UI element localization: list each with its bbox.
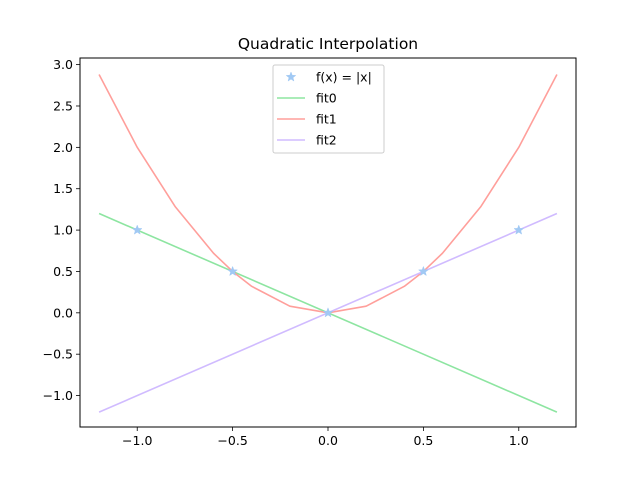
data-point-star [513,224,525,235]
legend-marker-star [285,71,297,82]
legend: f(x) = |x| fit0 fit1 fit2 [272,64,385,154]
y-tick-label: 1.0 [53,223,73,238]
axes: −1.0 −0.5 0.0 0.5 1.0 −1.0 −0.5 0.0 0.5 1.0 1.5 2.0… [43,57,577,448]
x-tick-label: −1.0 [122,433,152,448]
data-point-star [131,224,143,235]
y-tick-label: −0.5 [43,347,73,362]
y-tick-label: 1.5 [53,181,73,196]
y-tick-label: 2.0 [53,140,73,155]
legend-label: f(x) = |x| [316,70,372,85]
legend-label: fit0 [316,91,337,106]
x-tick-label: 0.0 [318,433,338,448]
data-point-star [417,265,429,277]
chart-title: Quadratic Interpolation [238,35,418,53]
y-tick-label: −1.0 [43,388,73,403]
x-tick-label: −0.5 [217,433,247,448]
x-tick-label: 0.5 [413,433,433,448]
x-tick-label: 1.0 [509,433,529,448]
data-point-star [227,265,239,277]
legend-box [272,64,385,154]
legend-label: fit2 [316,133,337,148]
y-tick-label: 3.0 [53,57,73,72]
data-point-star [322,307,334,318]
legend-label: fit1 [316,112,337,127]
y-tick-label: 0.0 [53,305,73,320]
y-tick-label: 0.5 [53,264,73,279]
y-tick-label: 2.5 [53,98,73,113]
plot-area [98,74,558,413]
